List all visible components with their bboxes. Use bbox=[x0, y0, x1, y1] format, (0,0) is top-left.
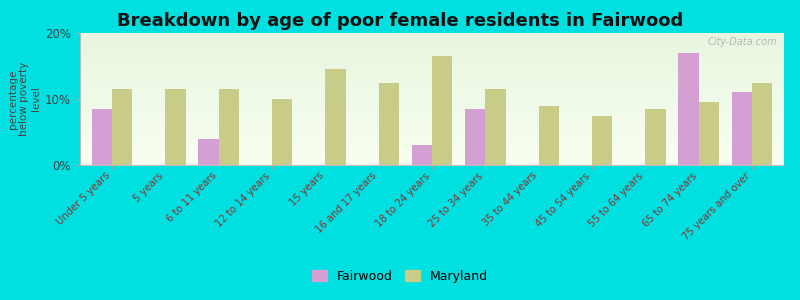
Bar bbox=[732, 92, 752, 165]
Bar bbox=[465, 109, 486, 165]
Bar bbox=[752, 82, 772, 165]
Bar bbox=[272, 99, 292, 165]
Y-axis label: percentage
below poverty
level: percentage below poverty level bbox=[8, 62, 41, 136]
Text: Breakdown by age of poor female residents in Fairwood: Breakdown by age of poor female resident… bbox=[117, 12, 683, 30]
Bar bbox=[592, 116, 612, 165]
Legend: Fairwood, Maryland: Fairwood, Maryland bbox=[306, 265, 494, 288]
Bar bbox=[166, 89, 186, 165]
Bar bbox=[92, 109, 112, 165]
Bar bbox=[486, 89, 506, 165]
Bar bbox=[378, 82, 399, 165]
Text: City-Data.com: City-Data.com bbox=[707, 37, 777, 47]
Bar bbox=[412, 145, 432, 165]
Bar bbox=[698, 102, 719, 165]
Bar bbox=[326, 69, 346, 165]
Bar bbox=[198, 139, 218, 165]
Bar bbox=[218, 89, 239, 165]
Bar bbox=[678, 53, 698, 165]
Bar bbox=[112, 89, 132, 165]
Bar bbox=[646, 109, 666, 165]
Bar bbox=[538, 106, 559, 165]
Bar bbox=[432, 56, 452, 165]
